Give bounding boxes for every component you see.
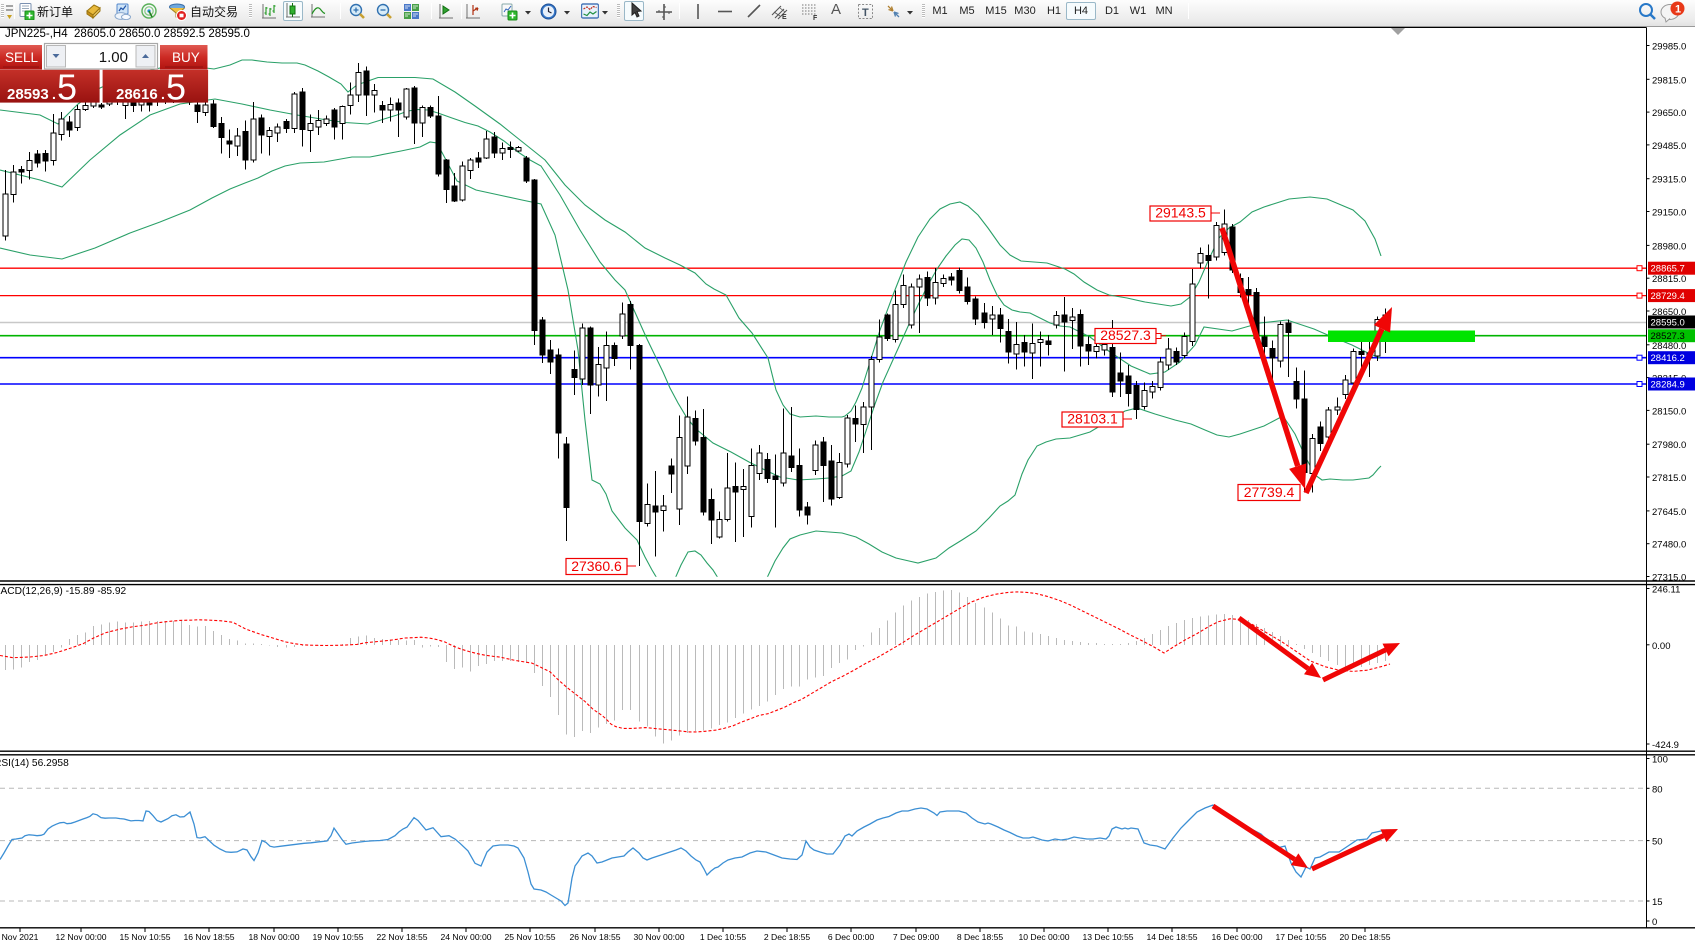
svg-text:2 Dec 18:55: 2 Dec 18:55 [764, 932, 811, 942]
svg-text:29143.5: 29143.5 [1155, 205, 1206, 221]
svg-text:T: T [862, 7, 869, 19]
svg-text:29650.0: 29650.0 [1652, 108, 1686, 119]
svg-text:8 Dec 18:55: 8 Dec 18:55 [957, 932, 1004, 942]
svg-text:27645.0: 27645.0 [1652, 507, 1686, 518]
svg-text:28865.7: 28865.7 [1651, 264, 1685, 275]
svg-text:30 Nov 00:00: 30 Nov 00:00 [633, 932, 684, 942]
svg-text:SELL: SELL [5, 50, 39, 65]
svg-text:28980.0: 28980.0 [1652, 241, 1686, 252]
svg-text:25 Nov 10:55: 25 Nov 10:55 [504, 932, 555, 942]
svg-text:28616: 28616 [116, 86, 158, 103]
svg-text:22 Nov 18:55: 22 Nov 18:55 [376, 932, 427, 942]
svg-text:13 Dec 10:55: 13 Dec 10:55 [1082, 932, 1133, 942]
svg-text:80: 80 [1652, 784, 1663, 795]
svg-text:27360.6: 27360.6 [571, 558, 622, 574]
svg-text:16 Nov 18:55: 16 Nov 18:55 [183, 932, 234, 942]
svg-text:F: F [813, 15, 818, 21]
svg-text:28650.0: 28650.0 [1652, 307, 1686, 318]
svg-text:24 Nov 00:00: 24 Nov 00:00 [440, 932, 491, 942]
svg-text:29985.0: 29985.0 [1652, 42, 1686, 53]
svg-text:16 Dec 00:00: 16 Dec 00:00 [1211, 932, 1262, 942]
svg-text:27980.0: 27980.0 [1652, 440, 1686, 451]
svg-text:MACD(12,26,9) -15.89 -85.92: MACD(12,26,9) -15.89 -85.92 [0, 586, 127, 597]
svg-text:15 Nov 10:55: 15 Nov 10:55 [119, 932, 170, 942]
svg-text:10 Dec 00:00: 10 Dec 00:00 [1018, 932, 1069, 942]
svg-text:7 Dec 09:00: 7 Dec 09:00 [893, 932, 940, 942]
svg-text:1: 1 [1675, 4, 1681, 16]
svg-text:17 Dec 10:55: 17 Dec 10:55 [1275, 932, 1326, 942]
svg-text:18 Nov 00:00: 18 Nov 00:00 [248, 932, 299, 942]
svg-text:28729.4: 28729.4 [1651, 291, 1685, 302]
svg-text:27480.0: 27480.0 [1652, 540, 1686, 551]
svg-text:15: 15 [1652, 897, 1663, 908]
svg-text:50: 50 [1652, 837, 1663, 848]
svg-text:6 Dec 00:00: 6 Dec 00:00 [828, 932, 875, 942]
svg-text:0.00: 0.00 [1652, 641, 1671, 652]
svg-text:100: 100 [1652, 755, 1668, 766]
svg-text:28150.0: 28150.0 [1652, 406, 1686, 417]
svg-text:28416.2: 28416.2 [1651, 353, 1685, 364]
svg-text:Nov 2021: Nov 2021 [2, 932, 39, 942]
svg-text:0: 0 [1652, 917, 1657, 928]
svg-text:29315.0: 29315.0 [1652, 175, 1686, 186]
svg-text:28593: 28593 [7, 86, 49, 103]
svg-text:12 Nov 00:00: 12 Nov 00:00 [55, 932, 106, 942]
svg-text:246.11: 246.11 [1652, 585, 1680, 596]
svg-text:RSI(14) 56.2958: RSI(14) 56.2958 [0, 758, 69, 769]
svg-text:27815.0: 27815.0 [1652, 473, 1686, 484]
svg-text:14 Dec 18:55: 14 Dec 18:55 [1146, 932, 1197, 942]
svg-text:29815.0: 29815.0 [1652, 75, 1686, 86]
svg-text:1 Dec 10:55: 1 Dec 10:55 [700, 932, 747, 942]
svg-text:28103.1: 28103.1 [1067, 411, 1118, 427]
svg-text:28595.0: 28595.0 [1651, 318, 1685, 329]
svg-text:29150.0: 29150.0 [1652, 208, 1686, 219]
svg-text:26 Nov 18:55: 26 Nov 18:55 [569, 932, 620, 942]
svg-text:JPN225-,H4 28605.0 28650.0 28: JPN225-,H4 28605.0 28650.0 28592.5 28595… [5, 28, 250, 40]
svg-text:28284.9: 28284.9 [1651, 380, 1685, 391]
svg-text:19 Nov 10:55: 19 Nov 10:55 [312, 932, 363, 942]
svg-text:28527.3: 28527.3 [1651, 331, 1685, 342]
svg-text:29485.0: 29485.0 [1652, 141, 1686, 152]
svg-text:20 Dec 18:55: 20 Dec 18:55 [1339, 932, 1390, 942]
svg-text:1.00: 1.00 [99, 49, 128, 66]
svg-text:.: . [52, 86, 56, 102]
svg-text:27315.0: 27315.0 [1652, 573, 1686, 584]
svg-text:27739.4: 27739.4 [1244, 484, 1295, 500]
svg-text:E: E [782, 14, 787, 21]
svg-text:28815.0: 28815.0 [1652, 274, 1686, 285]
svg-text:BUY: BUY [172, 50, 200, 65]
svg-text:5: 5 [57, 67, 77, 108]
svg-text:5: 5 [166, 67, 186, 108]
svg-text:.: . [161, 86, 165, 102]
svg-text:-424.9: -424.9 [1652, 740, 1679, 751]
svg-text:28480.0: 28480.0 [1652, 341, 1686, 352]
svg-text:28527.3: 28527.3 [1100, 327, 1151, 343]
